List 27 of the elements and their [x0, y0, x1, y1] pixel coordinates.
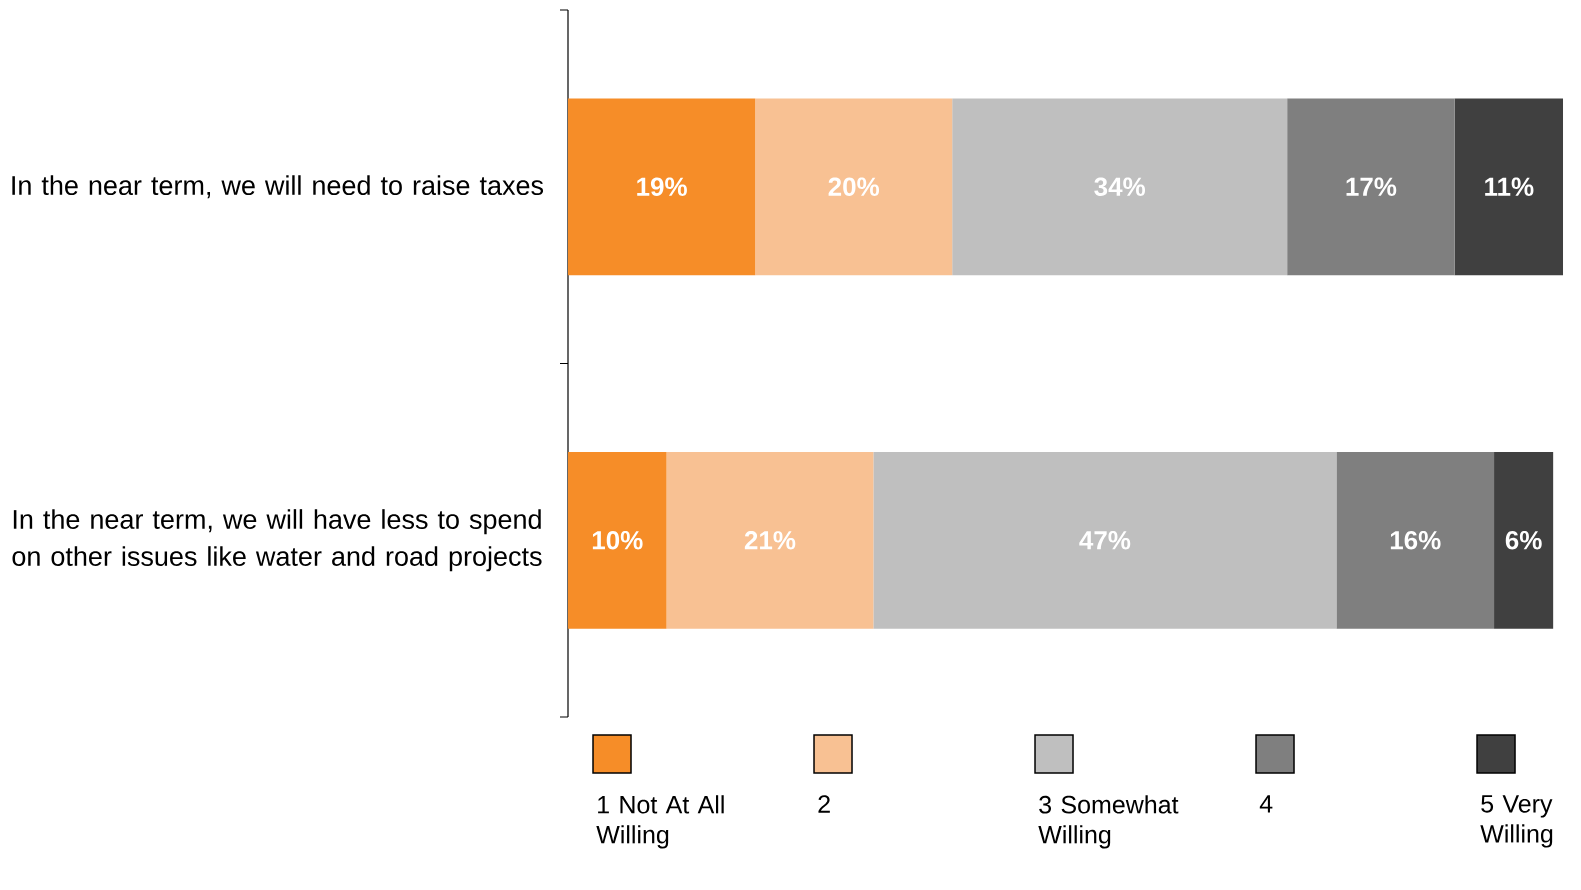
legend-label: 5 Very Willing: [1480, 795, 1553, 848]
bar: [568, 451, 667, 629]
bar: [952, 98, 1288, 276]
data-label: 21%: [744, 531, 796, 550]
data-label: 19%: [637, 177, 687, 196]
legend-label: 2: [818, 795, 830, 813]
data-label: 16%: [1390, 531, 1441, 550]
data-label: 17%: [1346, 177, 1397, 196]
data-label: 11%: [1485, 177, 1534, 196]
legend-label: 1 Not At All Willing: [596, 795, 724, 849]
y-tick-label: In the near term, we will have less to spend on other issues like water and road projects: [12, 509, 542, 572]
bar: [666, 451, 874, 629]
legend-label: 4: [1259, 795, 1273, 813]
data-label: 10%: [592, 531, 643, 550]
y-tick-label: In the near term, we will need to raise taxes: [12, 175, 544, 199]
bar: [1494, 451, 1554, 629]
bar: [1454, 98, 1564, 276]
data-label: 6%: [1505, 531, 1542, 550]
bar: [568, 98, 756, 276]
data-label: 47%: [1079, 531, 1131, 550]
data-label: 34%: [1094, 177, 1146, 196]
bar: [1336, 451, 1495, 629]
legend-label: 3 Somewhat Willing: [1038, 795, 1179, 849]
bar: [755, 98, 953, 276]
bar: [873, 451, 1337, 629]
data-label: 20%: [828, 177, 880, 196]
bar: [1287, 98, 1455, 276]
